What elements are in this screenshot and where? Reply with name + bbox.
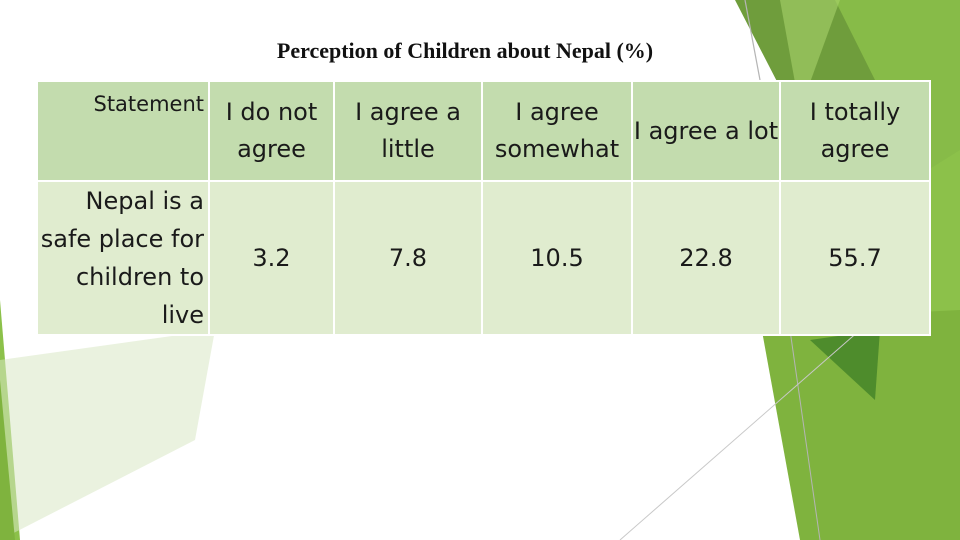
table-row: Nepal is a safe place for children to li… [36,180,931,336]
column-header-agree-somewhat: I agree somewhat [481,80,633,182]
value-cell-agree-somewhat: 10.5 [481,180,633,336]
column-header-do-not-agree: I do not agree [208,80,335,182]
value-cell-do-not-agree: 3.2 [208,180,335,336]
column-header-agree-little: I agree a little [333,80,483,182]
value-cell-agree-lot: 22.8 [631,180,781,336]
statement-cell: Nepal is a safe place for children to li… [36,180,210,336]
page-title: Perception of Children about Nepal (%) [276,38,654,63]
perception-table: Statement I do not agree I agree a littl… [36,80,931,336]
statement-text: Nepal is a safe place for children to li… [40,187,204,329]
column-header-agree-lot: I agree a lot [631,80,781,182]
column-header-totally-agree: I totally agree [779,80,931,182]
column-header-statement: Statement [36,80,210,182]
table-header-row: Statement I do not agree I agree a littl… [36,80,931,182]
value-cell-agree-little: 7.8 [333,180,483,336]
value-cell-totally-agree: 55.7 [779,180,931,336]
